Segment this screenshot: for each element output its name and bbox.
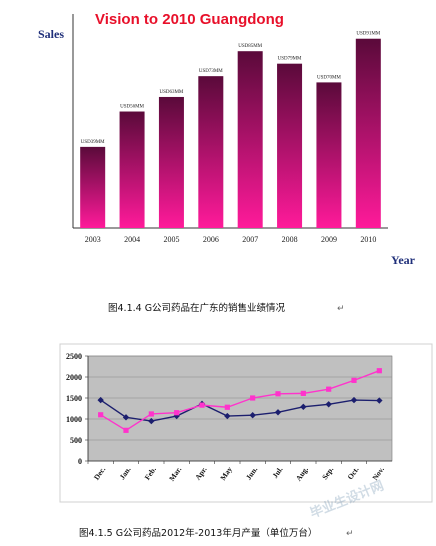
paragraph-mark: ↵ xyxy=(337,304,345,314)
bar-x-tick-label: 2007 xyxy=(242,235,258,244)
bar-value-label: USD63MM xyxy=(159,90,183,95)
data-point-square xyxy=(250,395,256,401)
data-point-diamond xyxy=(300,403,307,411)
bar xyxy=(119,111,145,228)
data-point-square xyxy=(98,412,104,418)
y-tick-label: 1000 xyxy=(66,415,82,424)
y-tick-label: 1500 xyxy=(66,394,82,403)
data-point-diamond xyxy=(97,396,104,404)
y-tick-label: 500 xyxy=(70,436,82,445)
bar-value-label: USD85MM xyxy=(238,44,262,49)
paragraph-mark-2: ↵ xyxy=(346,529,354,539)
data-point-square xyxy=(376,368,382,374)
y-tick-label: 0 xyxy=(78,457,82,466)
data-point-square xyxy=(326,386,332,392)
data-point-diamond xyxy=(350,396,358,404)
bar-x-tick-label: 2004 xyxy=(124,235,140,244)
bar-value-label: USD91MM xyxy=(356,32,380,37)
data-point-square xyxy=(148,411,154,417)
bar-value-label: USD56MM xyxy=(120,105,144,110)
data-point-diamond xyxy=(122,414,130,421)
bar-value-label: USD79MM xyxy=(278,57,302,62)
bar-chart-plot: USD39MM 2003 USD56MM 2004 USD63MM 2005 USD73MM… xyxy=(72,14,388,244)
bar xyxy=(355,38,381,228)
data-point-square xyxy=(224,404,230,410)
data-point-diamond xyxy=(274,409,282,416)
bar xyxy=(198,76,224,228)
series-line xyxy=(100,370,380,432)
data-point-square xyxy=(275,391,281,397)
data-point-diamond xyxy=(224,412,231,420)
y-tick-label: 2000 xyxy=(66,373,82,382)
bar-x-tick-label: 2003 xyxy=(85,235,101,244)
data-point-diamond xyxy=(376,397,383,404)
series-line xyxy=(100,399,380,422)
bar-value-label: USD39MM xyxy=(81,140,105,145)
bar-chart-title: Vision to 2010 Guangdong xyxy=(95,11,284,28)
bar-x-tick-label: 2010 xyxy=(360,235,376,244)
bar-x-tick-label: 2005 xyxy=(163,235,179,244)
bar xyxy=(316,82,342,229)
data-point-square xyxy=(123,427,129,433)
line-plot-area xyxy=(87,355,393,462)
y-tick-label: 2500 xyxy=(66,352,82,361)
data-point-diamond xyxy=(249,412,256,419)
data-point-square xyxy=(300,390,306,396)
bar-value-label: USD73MM xyxy=(199,69,223,74)
bar xyxy=(277,63,303,229)
bar xyxy=(158,96,184,229)
figure2-caption: 图4.1.5 G公司药品2012年-2013年月产量（单位万台） xyxy=(79,527,317,539)
data-point-square xyxy=(199,402,205,408)
data-point-square xyxy=(351,377,357,383)
bar xyxy=(80,146,106,228)
bar-chart: Vision to 2010 Guangdong Sales Year USD3… xyxy=(38,11,416,267)
data-point-diamond xyxy=(325,401,332,408)
figure1-caption: 图4.1.4 G公司药品在广东的销售业绩情况 xyxy=(108,302,286,314)
data-point-diamond xyxy=(148,417,155,425)
bar-chart-y-label: Sales xyxy=(38,27,64,41)
bar-x-tick-label: 2009 xyxy=(321,235,337,244)
bar-chart-x-label: Year xyxy=(391,253,416,267)
data-point-square xyxy=(174,410,180,416)
bar xyxy=(237,51,263,229)
bar-value-label: USD70MM xyxy=(317,75,341,80)
bar-x-tick-label: 2006 xyxy=(203,235,219,244)
bar-x-tick-label: 2008 xyxy=(282,235,298,244)
